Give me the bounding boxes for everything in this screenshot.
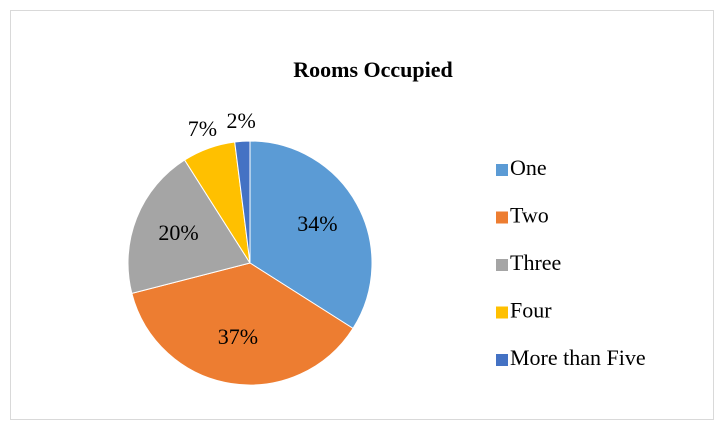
- pie-slice: [249, 140, 373, 330]
- legend-swatch: [496, 354, 508, 366]
- legend-label: More than Five: [510, 345, 646, 370]
- legend-swatch: [496, 164, 508, 176]
- data-label: 34%: [297, 211, 337, 236]
- pie-slice: [127, 159, 251, 294]
- data-label: 20%: [158, 220, 198, 245]
- legend-swatch: [496, 306, 508, 319]
- data-label: 37%: [218, 324, 258, 349]
- legend-label: Three: [510, 250, 561, 275]
- pie-slice: [131, 262, 354, 386]
- data-label: 2%: [227, 108, 256, 133]
- chart-title: Rooms Occupied: [293, 57, 453, 82]
- legend-swatch: [496, 211, 508, 224]
- legend-swatch: [496, 259, 508, 271]
- legend-label: Four: [510, 298, 552, 323]
- data-label: 7%: [188, 116, 217, 141]
- pie-slice: [234, 140, 251, 264]
- legend-label: One: [510, 155, 547, 180]
- legend-label: Two: [510, 203, 549, 228]
